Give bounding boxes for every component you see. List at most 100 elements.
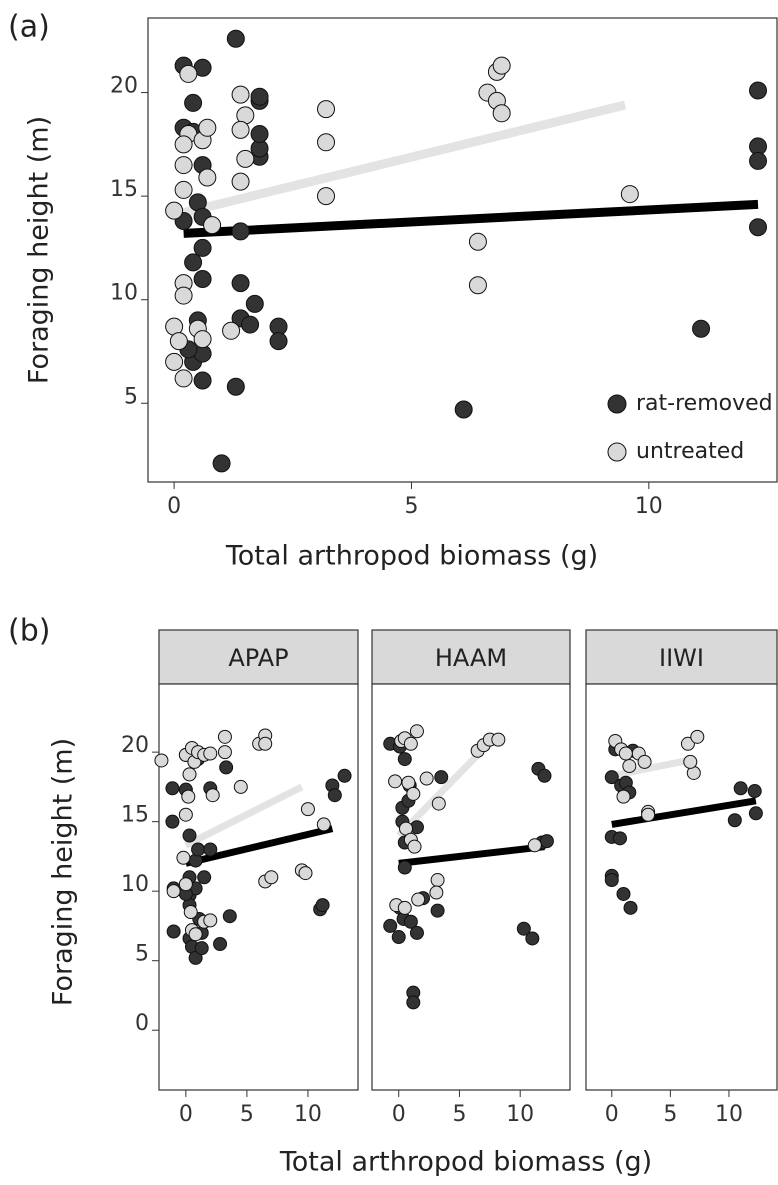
point [618,746,633,761]
x-axis-label: Total arthropod biomass (g) [225,541,598,572]
legend-marker [607,442,627,462]
point [205,788,220,803]
point [203,913,218,928]
point [388,774,403,789]
point [316,817,331,832]
point [622,759,637,774]
y-tick-label: 0 [135,1011,149,1036]
point [165,201,184,220]
point [641,807,656,822]
point [491,732,506,747]
fit-line [398,843,545,867]
point [174,369,193,388]
facet-title: APAP [228,644,288,672]
point [217,729,232,744]
point [154,753,169,768]
point [179,64,198,83]
y-tick-label: 10 [110,281,138,306]
point [178,807,193,822]
y-tick-label: 10 [121,872,149,897]
point [747,784,762,799]
x-tick-label: 10 [294,1102,322,1127]
point [454,400,473,419]
panel-label: (a) [8,10,50,45]
point [165,352,184,371]
x-tick-label: 0 [605,1102,619,1127]
point [727,813,742,828]
point [182,828,197,843]
point [181,789,196,804]
point [429,885,444,900]
y-tick-label: 20 [110,74,138,99]
point [403,914,418,929]
point [203,842,218,857]
point [430,903,445,918]
point [468,276,487,295]
point [315,898,330,913]
point [317,133,336,152]
point [317,100,336,119]
point [184,253,203,272]
point [245,294,264,313]
facet-title: HAAM [435,644,507,672]
point [407,839,422,854]
x-tick-label: 5 [240,1102,254,1127]
fit-line [611,797,757,828]
point [409,724,424,739]
point [231,120,250,139]
y-axis-label: Foraging height (m) [48,738,79,1006]
legend-label: untreated [636,439,744,464]
point [434,770,449,785]
point [203,746,218,761]
point [406,786,421,801]
legend-marker [607,394,627,414]
y-tick-label: 20 [121,733,149,758]
point [258,736,273,751]
point [298,866,313,881]
point [397,752,412,767]
point [213,937,228,952]
y-tick-label: 5 [135,942,149,967]
point [690,729,705,744]
point [236,149,255,168]
point [193,330,212,349]
x-tick-label: 0 [392,1102,406,1127]
point [222,909,237,924]
point [269,332,288,351]
x-tick-label: 5 [452,1102,466,1127]
point [397,900,412,915]
point [193,270,212,288]
point [748,806,763,821]
point [174,286,193,305]
point [539,834,554,849]
point [165,814,180,829]
point [537,768,552,783]
x-tick-label: 0 [167,494,181,519]
point [411,892,426,907]
point [527,838,542,853]
point [219,760,234,775]
fit-line [396,752,481,839]
facet-strip [158,629,359,685]
fit-line [183,199,759,238]
point [169,332,188,351]
facet-title: IIWI [659,644,704,672]
point [749,218,768,237]
point [166,924,181,939]
point [391,930,406,945]
point [250,87,269,106]
point [226,377,245,396]
point [430,873,445,888]
x-tick-label: 5 [663,1102,677,1127]
x-tick-label: 10 [635,494,663,519]
point [492,56,511,75]
point [623,900,638,915]
point [226,29,245,48]
point [327,788,342,803]
point [193,371,212,390]
point [182,767,197,782]
point [166,884,181,899]
point [383,918,398,933]
point [337,768,352,783]
x-axis-label: Total arthropod biomass (g) [279,1147,652,1178]
